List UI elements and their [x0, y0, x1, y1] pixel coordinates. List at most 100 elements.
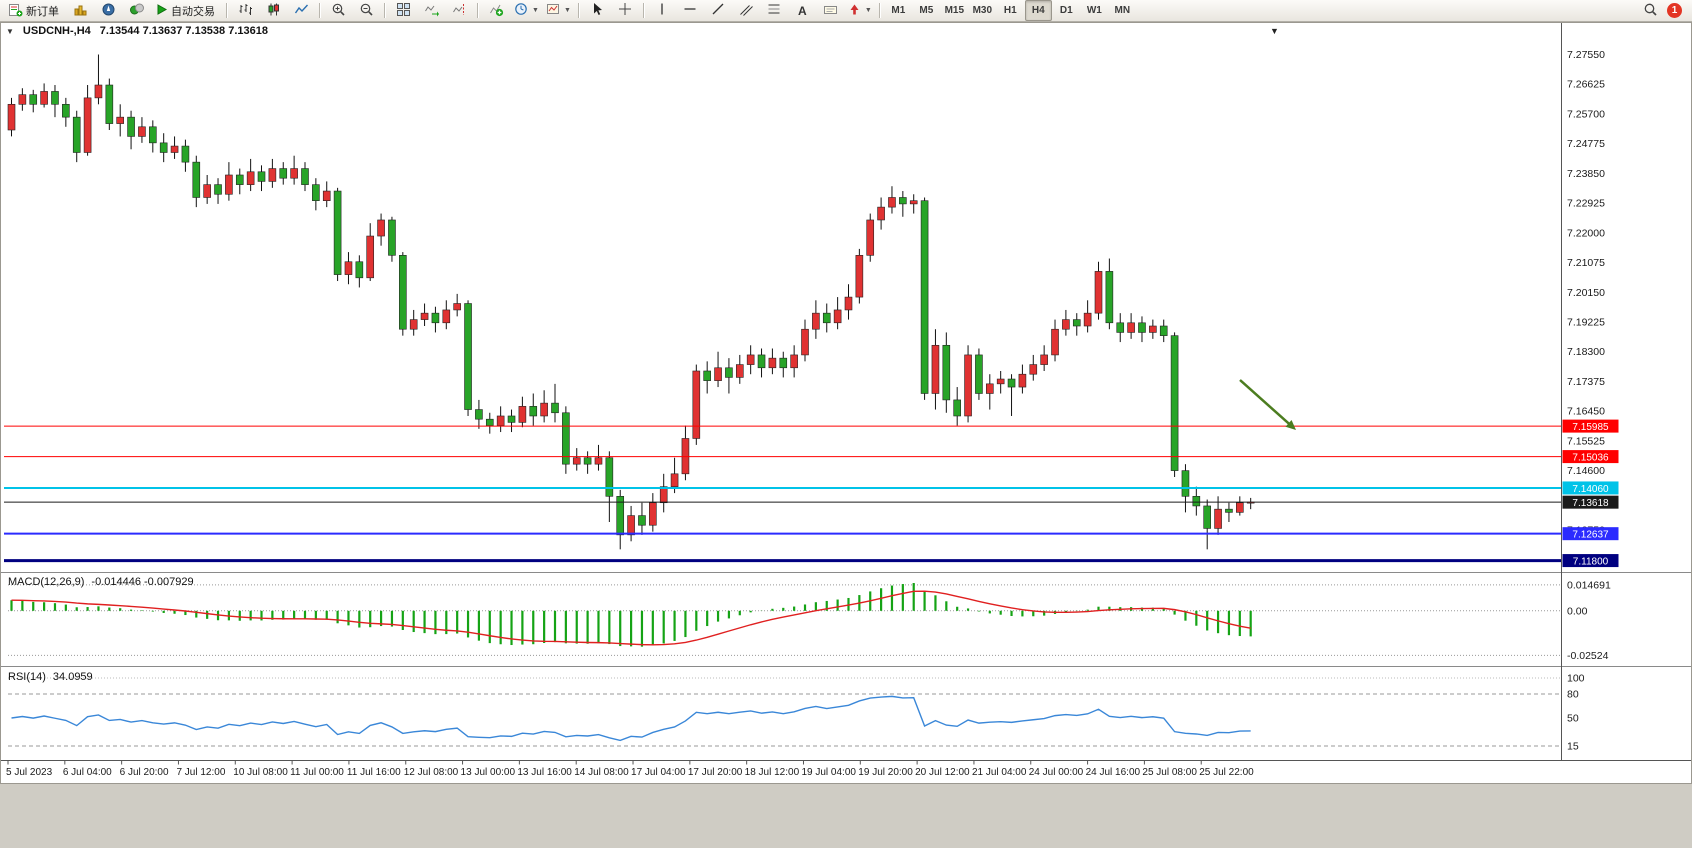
- horizontal-line-button[interactable]: [677, 0, 704, 21]
- timeframe-mn-button[interactable]: MN: [1109, 0, 1136, 21]
- arrow-objects-icon: [848, 3, 861, 19]
- symbol-collapse-icon[interactable]: ▼: [6, 26, 14, 36]
- timeframe-m1-button[interactable]: M1: [885, 0, 912, 21]
- price-tag: [1562, 481, 1619, 495]
- terminal-button[interactable]: [123, 0, 150, 21]
- search-button[interactable]: [1637, 0, 1664, 21]
- crosshair-button[interactable]: [612, 0, 639, 21]
- price-tag-label: 7.11800: [1573, 556, 1609, 567]
- timeframe-m30-button[interactable]: M30: [969, 0, 996, 21]
- candle-bearish: [942, 344, 951, 401]
- candle-bearish: [1225, 508, 1233, 513]
- cursor-button[interactable]: [584, 0, 611, 21]
- chevron-down-icon: ▼: [864, 7, 872, 14]
- candle-bearish: [1007, 378, 1016, 388]
- candle-bullish: [692, 370, 701, 439]
- trendline-button[interactable]: [705, 0, 732, 21]
- candle-bullish: [877, 206, 885, 221]
- chart-line-button[interactable]: [288, 0, 315, 21]
- chart-menu-arrow-icon[interactable]: ▼: [1270, 26, 1279, 36]
- timeframe-label: M30: [972, 5, 993, 16]
- arrow-annotation[interactable]: [1239, 379, 1292, 427]
- arrows-button[interactable]: ▼: [845, 0, 875, 21]
- zoom-out-button[interactable]: [353, 0, 380, 21]
- candle-bearish: [72, 116, 81, 153]
- candle-bullish: [1127, 322, 1135, 333]
- timeframe-w1-button[interactable]: W1: [1081, 0, 1108, 21]
- candle-bullish: [344, 261, 353, 275]
- indicators-button[interactable]: [483, 0, 510, 21]
- zoom-in-button[interactable]: [325, 0, 352, 21]
- text-button[interactable]: A: [789, 0, 816, 21]
- periods-button[interactable]: ▼: [511, 0, 542, 21]
- time-axis-label: 6 Jul 20:00: [120, 767, 169, 778]
- candle-bearish: [235, 174, 244, 185]
- candle-bearish: [551, 402, 559, 414]
- timeframe-label: M5: [919, 5, 934, 16]
- timeframe-label: M15: [944, 5, 965, 16]
- candle-bearish: [312, 184, 320, 201]
- chart-bars-button[interactable]: [232, 0, 259, 21]
- rsi-panel: 100 80 50 15: [8, 673, 1585, 753]
- candle-bullish: [866, 219, 875, 256]
- candle-bullish: [138, 126, 146, 137]
- candle-bullish: [985, 383, 994, 394]
- timeframe-h1-button[interactable]: H1: [997, 0, 1024, 21]
- candle-bearish: [605, 457, 614, 497]
- new-order-button[interactable]: 新订单: [4, 0, 66, 21]
- templates-button[interactable]: ▼: [543, 0, 574, 21]
- arrow-annotation-head: [1285, 419, 1296, 430]
- rsi-axis-label: 100: [1567, 673, 1585, 685]
- macd-axis-label: -0.02524: [1567, 650, 1609, 662]
- candle-bullish: [627, 515, 635, 536]
- candle-bullish: [833, 309, 842, 324]
- zoom-out-icon: [359, 2, 374, 20]
- text-tool-icon: A: [798, 3, 807, 18]
- time-axis-label: 13 Jul 00:00: [461, 767, 516, 778]
- auto-trading-button[interactable]: 自动交易: [151, 0, 222, 21]
- rsi-indicator-value: 34.0959: [52, 671, 93, 683]
- timeframe-m15-button[interactable]: M15: [941, 0, 968, 21]
- candle-bullish: [366, 235, 375, 279]
- vertical-line-button[interactable]: [649, 0, 676, 21]
- candle-bearish: [149, 126, 157, 144]
- candle-bearish: [355, 261, 364, 279]
- auto-scroll-button[interactable]: [418, 0, 445, 21]
- chevron-down-icon: ▼: [532, 7, 539, 14]
- time-axis-label: 6 Jul 04:00: [63, 767, 112, 778]
- template-icon: [546, 2, 560, 19]
- chart-candles-button[interactable]: [260, 0, 287, 21]
- navigator-button[interactable]: [95, 0, 122, 21]
- candle-bearish: [399, 255, 407, 330]
- fibonacci-button[interactable]: [761, 0, 788, 21]
- candle-bearish: [279, 168, 288, 179]
- candle-bearish: [920, 200, 929, 394]
- timeframe-h4-button[interactable]: H4: [1024, 0, 1052, 21]
- candle-bullish: [964, 354, 972, 417]
- time-axis-label: 17 Jul 04:00: [631, 767, 686, 778]
- notification-badge[interactable]: 1: [1667, 3, 1682, 18]
- text-label-button[interactable]: [817, 0, 844, 21]
- price-chart-canvas[interactable]: 7.27550 7.26625 7.25700 7.24775 7.23850 7.229…: [0, 22, 1692, 784]
- chart-ohlc-values: 7.13544 7.13637 7.13538 7.13618: [99, 25, 268, 37]
- chart-shift-icon: [452, 2, 467, 20]
- timeframe-label: M1: [891, 5, 906, 16]
- timeframe-d1-button[interactable]: D1: [1053, 0, 1080, 21]
- chart-shift-button[interactable]: [446, 0, 473, 21]
- candle-bullish: [203, 184, 211, 198]
- candle-bearish: [583, 457, 592, 465]
- candle-bearish: [181, 145, 190, 163]
- market-watch-button[interactable]: [67, 0, 94, 21]
- timeframe-m5-button[interactable]: M5: [913, 0, 940, 21]
- candle-bullish: [735, 364, 744, 378]
- macd-panel-label: MACD(12,26,9) -0.014446 -0.007929: [8, 576, 194, 588]
- channel-button[interactable]: [733, 0, 760, 21]
- candle-bullish: [909, 200, 918, 205]
- price-axis-label: 7.21075: [1567, 257, 1605, 269]
- tile-windows-button[interactable]: [390, 0, 417, 21]
- line-chart-icon: [294, 2, 309, 20]
- search-icon: [1643, 2, 1658, 20]
- price-axis-label: 7.23850: [1567, 168, 1605, 180]
- zoom-in-icon: [331, 2, 346, 20]
